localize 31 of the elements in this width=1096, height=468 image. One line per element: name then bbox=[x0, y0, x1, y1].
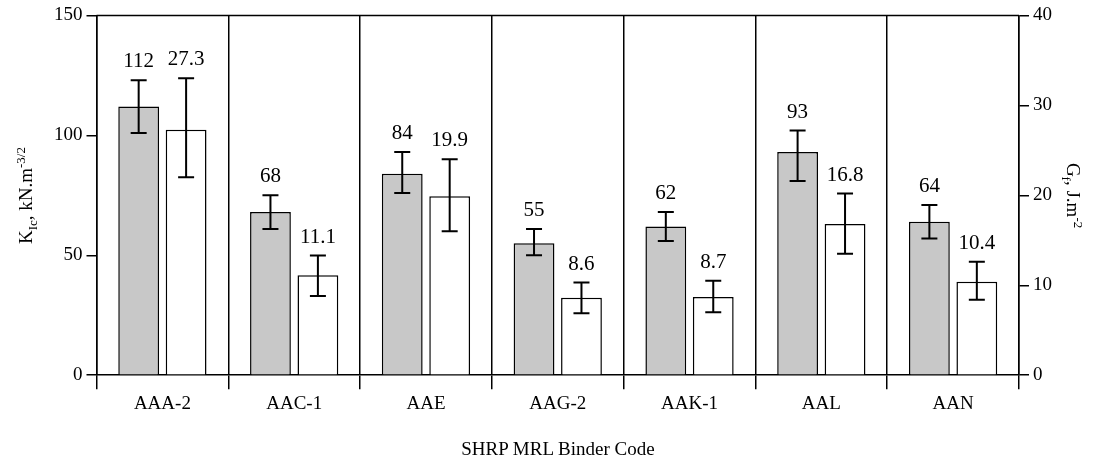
y2-tick-label: 40 bbox=[1033, 3, 1052, 25]
data-label: 84 bbox=[391, 120, 414, 145]
data-label: 27.3 bbox=[167, 46, 205, 71]
y2-tick-label: 20 bbox=[1033, 183, 1052, 205]
x-tick-label: AAN bbox=[932, 391, 974, 413]
data-label: 10.4 bbox=[958, 229, 996, 254]
y2-tick-label: 10 bbox=[1033, 273, 1052, 295]
data-label: 68 bbox=[259, 163, 281, 188]
y-tick-label: 100 bbox=[54, 123, 83, 145]
y-tick-label: 0 bbox=[73, 363, 83, 385]
data-label: 8.7 bbox=[700, 248, 727, 273]
x-tick-label: AAL bbox=[801, 391, 841, 413]
x-tick-label: AAG-2 bbox=[529, 391, 587, 413]
x-tick-label: AAC-1 bbox=[266, 391, 323, 413]
data-label: 93 bbox=[787, 98, 809, 123]
data-label: 55 bbox=[523, 196, 545, 221]
x-axis-title: SHRP MRL Binder Code bbox=[461, 437, 655, 459]
data-label: 11.1 bbox=[299, 223, 336, 248]
data-label: 8.6 bbox=[568, 250, 595, 275]
y2-tick-label: 30 bbox=[1033, 93, 1052, 115]
y-tick-label: 50 bbox=[63, 243, 83, 265]
x-tick-label: AAE bbox=[406, 391, 446, 413]
x-tick-label: AAA-2 bbox=[133, 391, 191, 413]
data-label: 112 bbox=[123, 48, 155, 73]
data-label: 19.9 bbox=[431, 127, 469, 152]
x-tick-label: AAK-1 bbox=[661, 391, 719, 413]
data-label: 16.8 bbox=[826, 161, 864, 186]
y-tick-label: 150 bbox=[54, 3, 83, 25]
y2-tick-label: 0 bbox=[1033, 363, 1043, 385]
data-label: 64 bbox=[918, 172, 941, 197]
data-label: 62 bbox=[655, 180, 677, 205]
